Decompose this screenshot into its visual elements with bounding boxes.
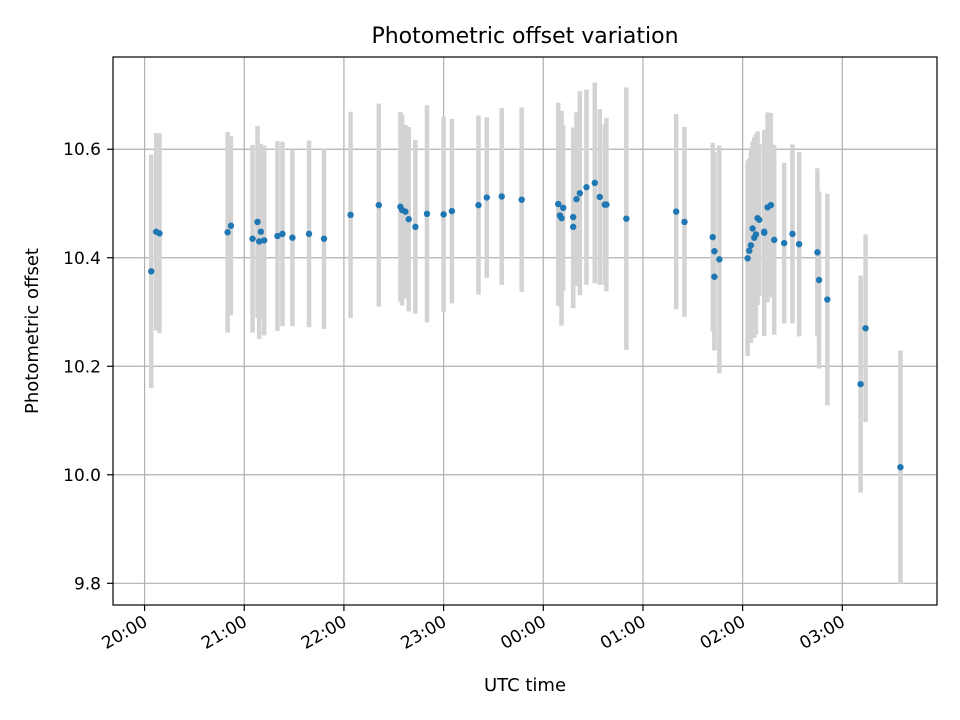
y-tick-label: 10.6 (63, 140, 101, 160)
data-point (711, 248, 718, 255)
data-point (780, 239, 788, 247)
data-point (756, 216, 763, 223)
data-point (814, 249, 821, 256)
data-point (767, 201, 775, 209)
data-point (320, 235, 328, 242)
data-point (576, 189, 584, 197)
data-point (347, 211, 354, 219)
data-point (483, 194, 490, 201)
data-point (672, 208, 680, 215)
y-axis-label: Photometric offset (22, 248, 43, 414)
data-point (770, 236, 778, 244)
data-point (747, 242, 755, 249)
data-point (752, 231, 760, 238)
data-point (249, 235, 256, 242)
data-point (569, 213, 577, 221)
data-point (681, 218, 688, 226)
data-point (558, 214, 565, 222)
data-point (857, 380, 864, 388)
data-point (279, 230, 286, 238)
x-axis-label: UTC time (484, 675, 566, 696)
data-point (795, 240, 803, 248)
data-point (744, 255, 751, 262)
data-point (224, 229, 231, 236)
data-point (761, 228, 768, 235)
data-point (749, 225, 756, 232)
chart-title: Photometric offset variation (371, 24, 678, 49)
data-point (583, 184, 590, 191)
plot-frame (112, 56, 938, 606)
data-point (815, 276, 823, 284)
data-point (711, 273, 718, 280)
y-tick-label: 9.8 (74, 574, 101, 594)
data-point (375, 201, 383, 209)
data-point (257, 228, 265, 235)
data-point (305, 230, 313, 238)
data-point (573, 195, 580, 203)
data-point (560, 204, 567, 212)
y-tick-label: 10.0 (63, 466, 101, 486)
y-tick-label: 10.4 (63, 249, 101, 269)
data-point (746, 247, 753, 254)
data-point (475, 201, 482, 209)
data-point (448, 207, 456, 215)
data-point (148, 268, 155, 275)
data-point (227, 222, 235, 229)
data-point (260, 237, 268, 244)
data-point (440, 211, 447, 218)
y-axis: 9.8 10.0 10.2 10.4 10.6 (63, 140, 113, 594)
data-point (412, 223, 419, 231)
data-point (156, 230, 163, 237)
data-points (148, 179, 904, 471)
data-point (596, 193, 603, 201)
data-point (789, 230, 796, 238)
data-point (274, 232, 281, 240)
data-point (623, 215, 630, 222)
data-point (709, 233, 716, 241)
data-point (862, 325, 869, 332)
data-point (255, 238, 263, 245)
data-point (423, 210, 431, 218)
data-point (555, 200, 562, 208)
data-point (402, 208, 409, 215)
data-point (518, 196, 525, 203)
data-point (289, 234, 296, 241)
data-point (569, 223, 577, 231)
data-point (254, 218, 261, 226)
data-point (897, 463, 904, 471)
data-point (603, 201, 610, 208)
y-tick-label: 10.2 (63, 357, 101, 377)
data-point (716, 256, 723, 263)
data-point (405, 216, 412, 223)
data-point (824, 296, 831, 303)
data-point (498, 193, 505, 200)
data-point (591, 179, 598, 187)
